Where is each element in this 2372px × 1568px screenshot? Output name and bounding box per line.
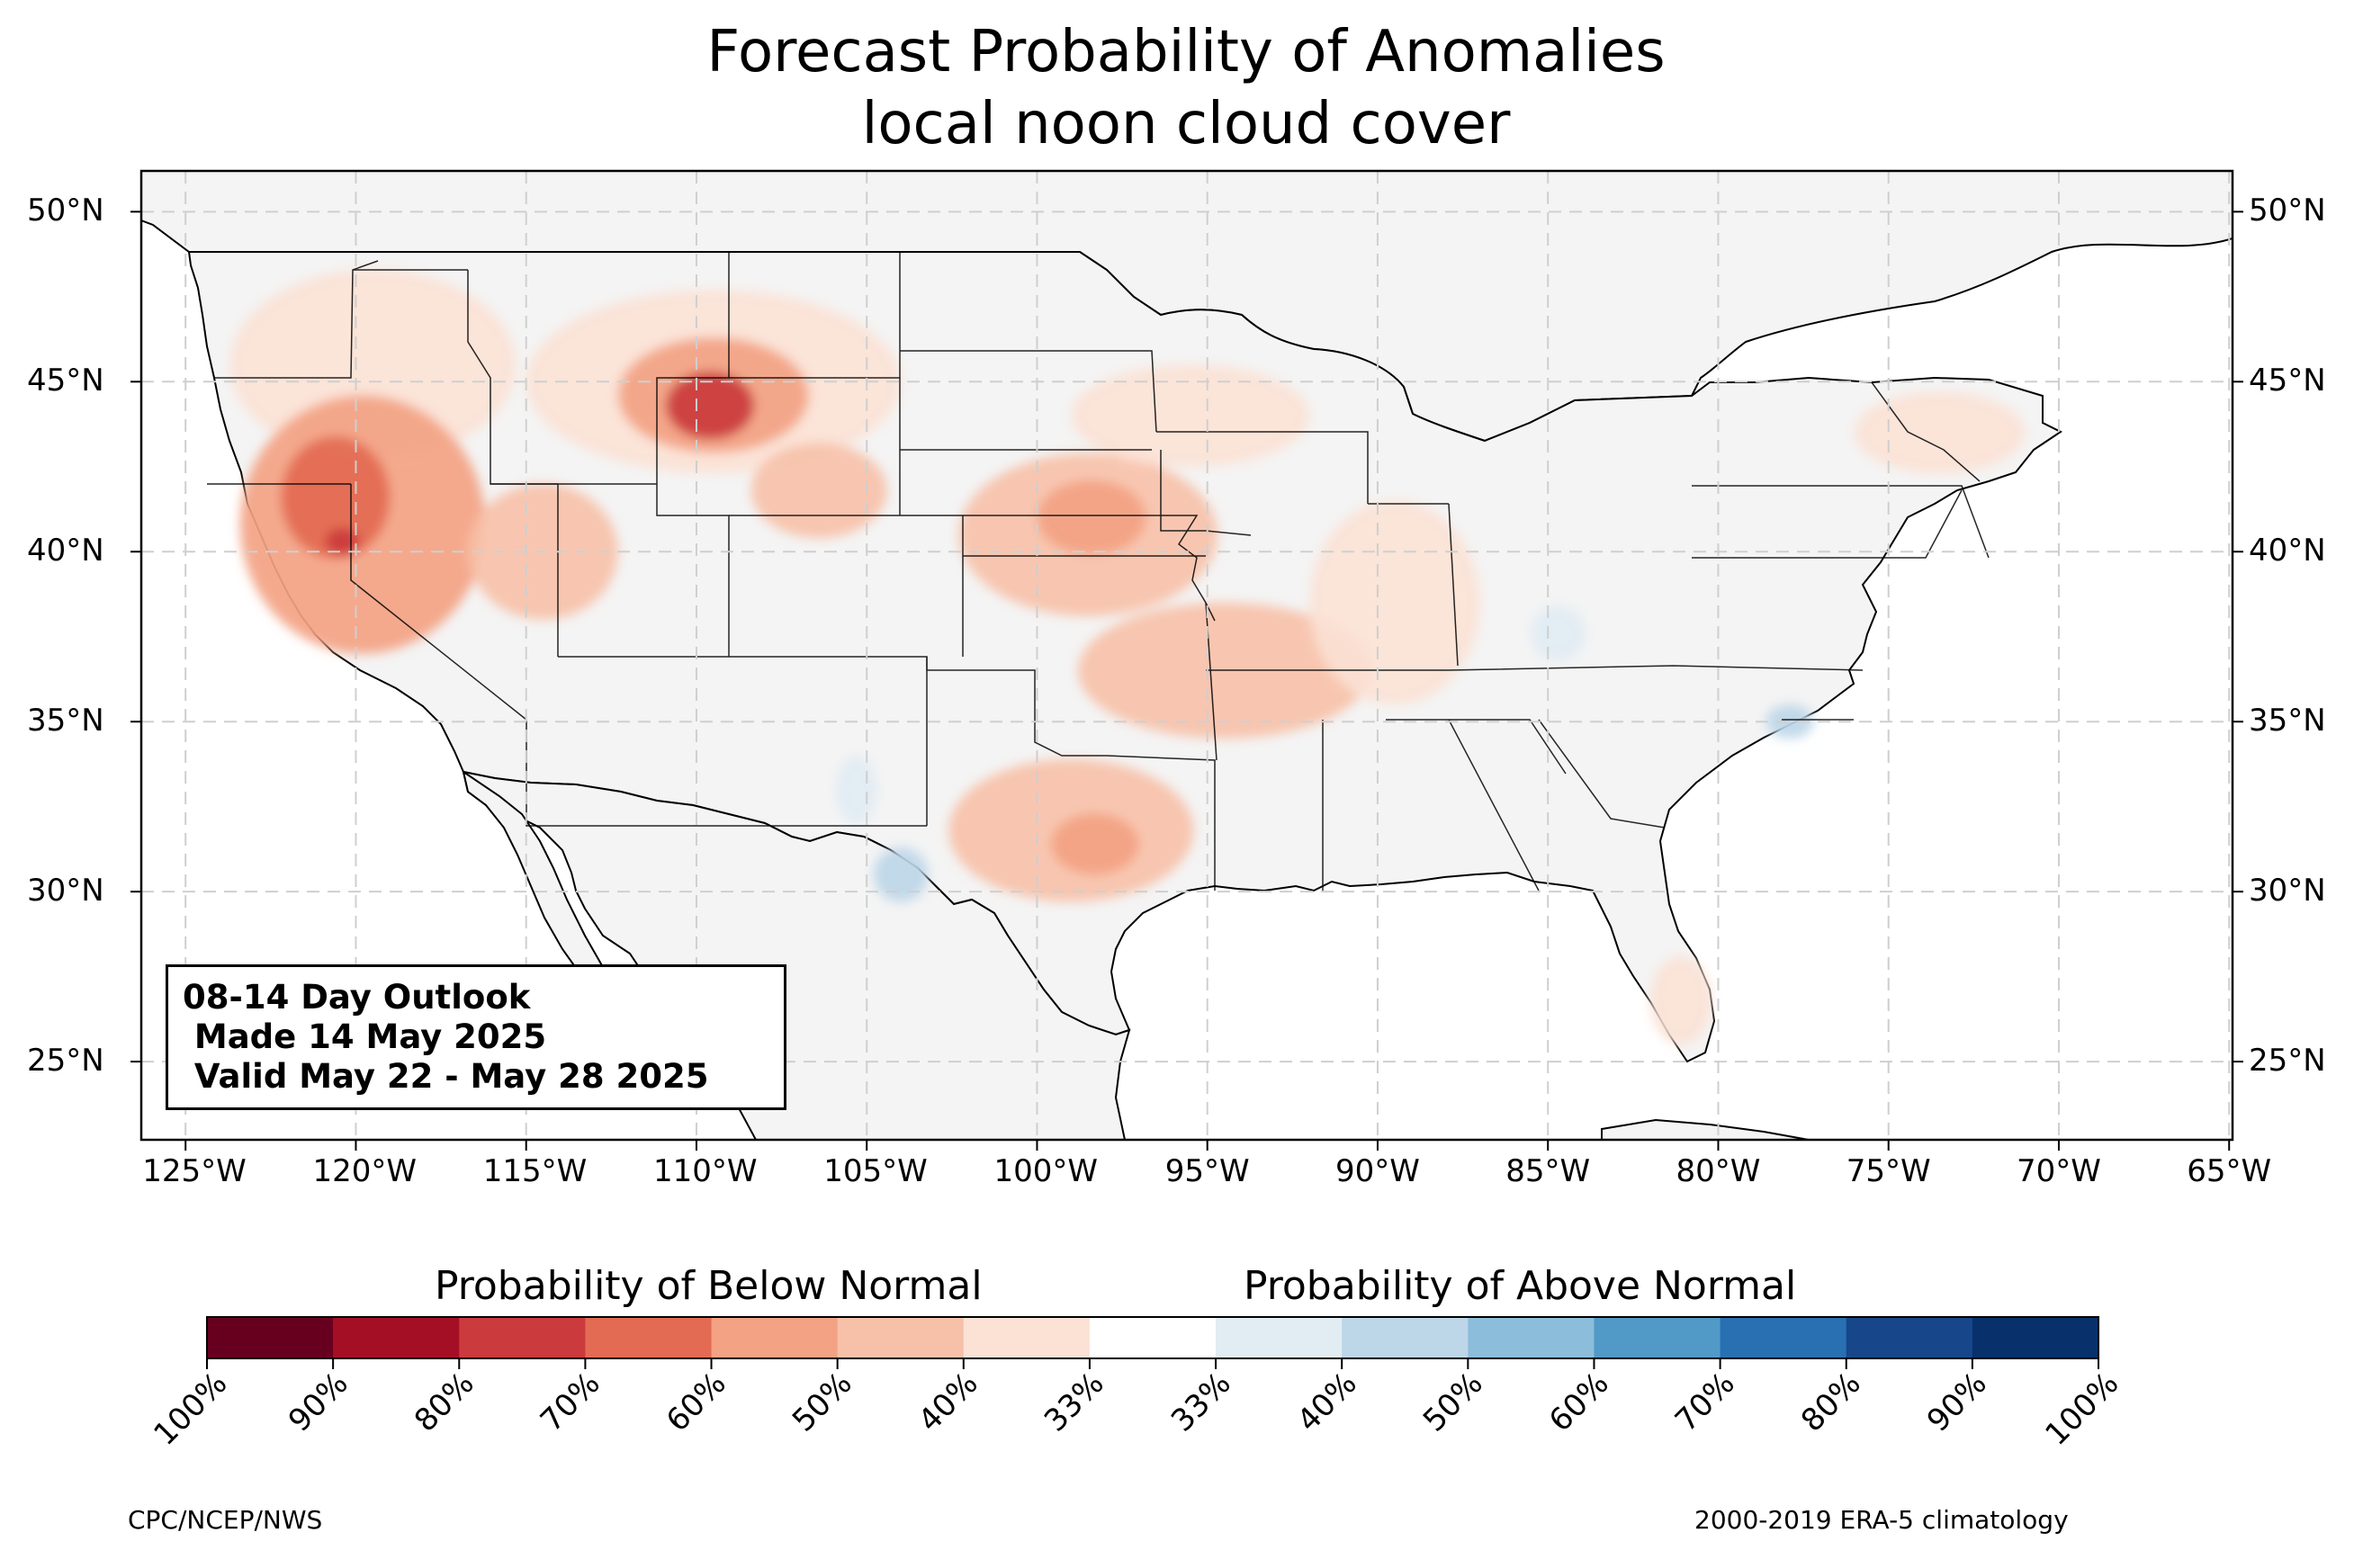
- colorbar-frame: [206, 1316, 2099, 1359]
- credit-climatology: 2000-2019 ERA-5 climatology: [1694, 1505, 2069, 1535]
- lon-tick-label: 95°W: [1164, 1153, 1250, 1189]
- colorbar-segment: [1216, 1317, 1343, 1358]
- lat-tick-label-left: 25°N: [27, 1043, 104, 1080]
- colorbar-segment: [963, 1317, 1091, 1358]
- anomaly-south-florida: [1649, 955, 1712, 1045]
- lat-tick-label-left: 50°N: [27, 193, 104, 229]
- lon-tick-label: 120°W: [312, 1153, 417, 1189]
- colorbar-segment: [1342, 1317, 1469, 1358]
- anomaly-central-texas-core: [1050, 813, 1140, 875]
- colorbar-segment: [1846, 1317, 1973, 1358]
- outlook-valid-range: Valid May 22 - May 28 2025: [183, 1057, 709, 1096]
- lon-tick-label: 85°W: [1505, 1153, 1591, 1189]
- graticule: [141, 171, 2233, 1140]
- lon-tick-label: 110°W: [652, 1153, 758, 1189]
- lat-tick-label-right: 25°N: [2249, 1043, 2326, 1080]
- lat-tick-label-right: 30°N: [2249, 873, 2326, 909]
- colorbar-segment: [1594, 1317, 1721, 1358]
- colorbar-segment: [1720, 1317, 1847, 1358]
- outlook-made-date: Made 14 May 2025: [183, 1017, 547, 1056]
- lat-tick-label-right: 40°N: [2249, 533, 2326, 569]
- lat-tick-label-left: 35°N: [27, 703, 104, 739]
- colorbar-segment: [207, 1317, 334, 1358]
- anomaly-northern-california-core: [281, 435, 391, 559]
- state-borders: [207, 252, 1990, 892]
- colorbar-above-heading: Probability of Above Normal: [1244, 1263, 1797, 1309]
- colorbar-segment: [333, 1317, 460, 1358]
- anomaly-pacific-northwest: [229, 269, 517, 461]
- colorbar-segment: [837, 1317, 965, 1358]
- map-frame: [139, 169, 2234, 1142]
- lat-tick-label-right: 35°N: [2249, 703, 2326, 739]
- anomaly-new-mexico: [836, 755, 877, 824]
- colorbar-segment: [459, 1317, 586, 1358]
- anomaly-nebraska-core: [1037, 479, 1146, 556]
- colorbar-segment: [1972, 1317, 2099, 1358]
- mexico-landmass: [462, 770, 1131, 1140]
- lon-tick-label: 100°W: [993, 1153, 1098, 1189]
- lat-tick-label-right: 45°N: [2249, 363, 2326, 399]
- lon-tick-label: 80°W: [1676, 1153, 1761, 1189]
- lat-tick-label-left: 40°N: [27, 533, 104, 569]
- lat-tick-label-right: 50°N: [2249, 193, 2326, 229]
- lon-tick-label: 75°W: [1846, 1153, 1931, 1189]
- lon-tick-label: 105°W: [823, 1153, 928, 1189]
- cuba-island: [1601, 1118, 1810, 1140]
- lon-tick-label: 65°W: [2187, 1153, 2272, 1189]
- colorbar-segment: [1468, 1317, 1595, 1358]
- colorbar-below-heading: Probability of Below Normal: [435, 1263, 983, 1309]
- lat-tick-label-left: 45°N: [27, 363, 104, 399]
- lon-tick-label: 125°W: [142, 1153, 247, 1189]
- anomaly-west-texas: [873, 847, 929, 902]
- anomaly-kentucky-ohio-valley: [1531, 605, 1586, 661]
- tick-marks: [130, 211, 2243, 1151]
- anomaly-upper-midwest: [1071, 364, 1310, 467]
- colorbar: [206, 1316, 2099, 1369]
- anomaly-yellowstone-peak: [665, 371, 755, 440]
- credit-source: CPC/NCEP/NWS: [128, 1505, 323, 1535]
- colorbar-segment: [711, 1317, 839, 1358]
- chart-title-line1: Forecast Probability of Anomalies: [706, 19, 1666, 85]
- lon-tick-label: 90°W: [1335, 1153, 1420, 1189]
- outlook-info-box: 08-14 Day Outlook Made 14 May 2025 Valid…: [166, 964, 786, 1110]
- colorbar-segment: [585, 1317, 713, 1358]
- colorbar-segment: [1089, 1317, 1217, 1358]
- chart-title-line2: local noon cloud cover: [861, 91, 1511, 157]
- anomaly-layer: [229, 269, 2026, 1045]
- lon-tick-label: 70°W: [2017, 1153, 2101, 1189]
- anomaly-eastern-colorado-wyoming: [750, 443, 887, 539]
- anomaly-north-carolina-coast: [1766, 704, 1814, 739]
- lon-tick-label: 115°W: [482, 1153, 588, 1189]
- lat-tick-label-left: 30°N: [27, 873, 104, 909]
- outlook-period: 08-14 Day Outlook: [183, 978, 531, 1017]
- anomaly-new-england: [1854, 391, 2026, 474]
